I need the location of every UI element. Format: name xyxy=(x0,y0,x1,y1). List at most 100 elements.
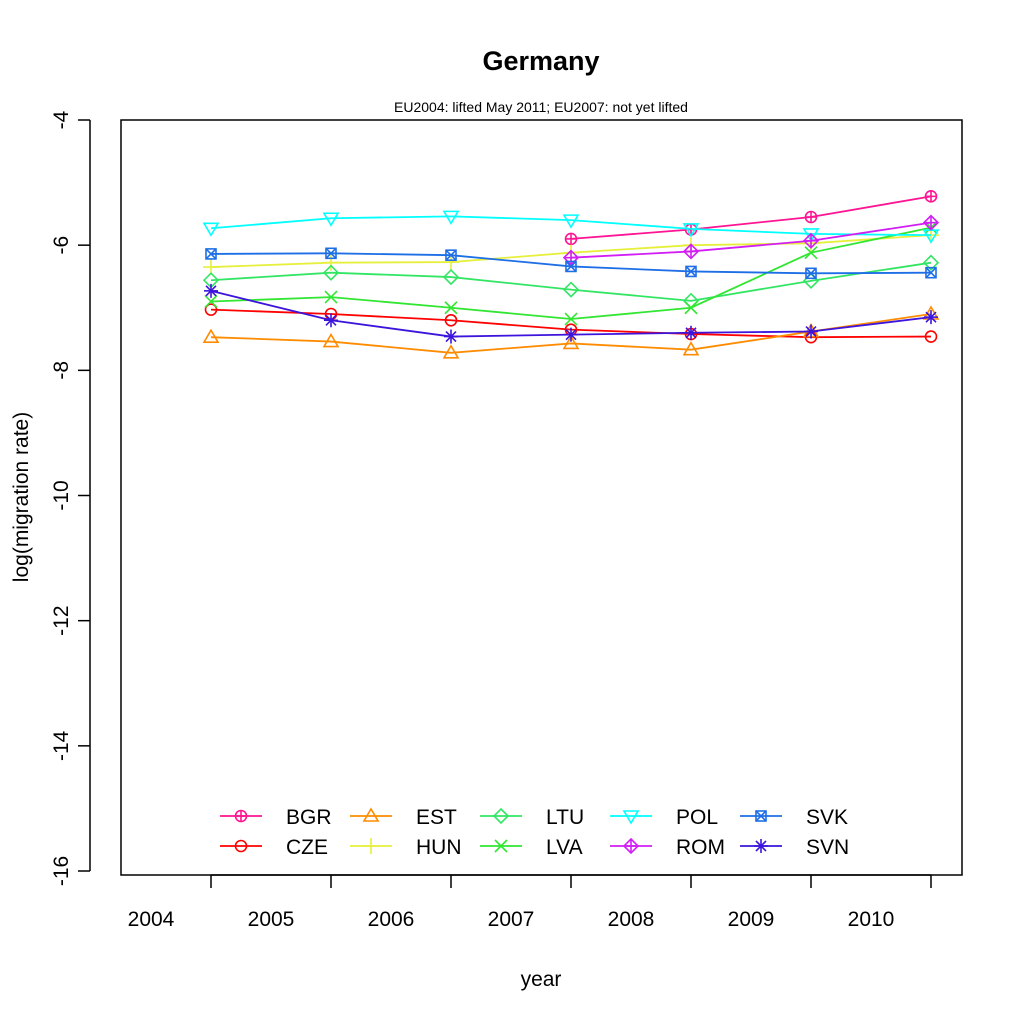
y-axis: -16 -14 -12 -10 -8 -6 -4 xyxy=(50,110,91,886)
data-point-svk xyxy=(205,248,217,260)
data-point-pol xyxy=(322,212,340,227)
data-point-rom xyxy=(922,214,940,231)
data-point-svn xyxy=(804,324,818,339)
x-tick-label: 2010 xyxy=(848,908,895,931)
data-point-svk xyxy=(685,265,697,278)
legend-marker-bgr xyxy=(234,809,248,823)
legend-label: BGR xyxy=(286,806,332,829)
y-tick-label: -8 xyxy=(50,361,73,380)
x-tick-label: 2004 xyxy=(128,908,175,931)
legend-item-rom: ROM xyxy=(610,836,725,859)
data-point-est xyxy=(562,334,580,350)
data-point-cze xyxy=(204,303,218,316)
series-svk xyxy=(205,247,937,280)
data-point-lva xyxy=(564,312,578,326)
chart-subtitle: EU2004: lifted May 2011; EU2007: not yet… xyxy=(394,99,688,115)
data-point-svk xyxy=(805,267,817,280)
series-layer xyxy=(202,190,940,359)
data-point-lva xyxy=(804,246,818,260)
data-point-bgr xyxy=(804,210,818,224)
data-point-pol xyxy=(562,214,580,229)
legend-label: CZE xyxy=(286,836,328,859)
legend-label: HUN xyxy=(416,836,462,859)
data-point-pol xyxy=(682,223,700,238)
data-point-pol xyxy=(202,222,220,237)
legend-label: POL xyxy=(676,806,718,829)
data-point-ltu xyxy=(922,254,940,271)
x-axis-label: year xyxy=(521,968,562,991)
legend-label: LTU xyxy=(546,806,584,829)
data-point-svn xyxy=(684,325,698,340)
legend-marker-lva xyxy=(494,839,508,853)
x-tick-label: 2006 xyxy=(368,908,415,931)
x-tick-label: 2008 xyxy=(608,908,655,931)
data-point-svn xyxy=(924,310,938,325)
data-point-est xyxy=(442,344,460,359)
data-point-bgr xyxy=(564,232,578,246)
data-point-pol xyxy=(442,210,460,225)
data-point-ltu xyxy=(322,264,340,281)
data-point-lva xyxy=(204,294,218,309)
data-point-svn xyxy=(324,313,338,328)
legend-marker-est xyxy=(362,807,380,822)
y-tick-label: -4 xyxy=(50,110,73,129)
data-point-rom xyxy=(682,243,700,260)
legend-marker-svk xyxy=(755,810,767,822)
data-point-svk xyxy=(925,266,937,279)
data-point-ltu xyxy=(562,281,580,298)
legend-marker-cze xyxy=(234,839,248,853)
data-point-rom xyxy=(802,232,820,249)
data-point-est xyxy=(682,341,700,356)
x-tick-label: 2009 xyxy=(728,908,775,931)
series-line-ltu xyxy=(210,261,932,302)
legend-marker-pol xyxy=(622,810,640,825)
y-axis-label: log(migration rate) xyxy=(10,412,33,582)
data-point-svk xyxy=(325,247,337,260)
legend: BGR CZE EST HUN LTU LVA POL ROM SVK SVN xyxy=(220,806,849,859)
chart-title: Germany xyxy=(482,46,599,76)
series-bgr xyxy=(564,190,938,246)
legend-item-bgr: BGR xyxy=(220,806,332,829)
legend-item-svk: SVK xyxy=(740,806,848,829)
data-point-lva xyxy=(684,301,698,315)
data-point-est xyxy=(322,332,340,348)
legend-label: SVN xyxy=(806,836,849,859)
data-point-svk xyxy=(565,260,577,273)
data-point-cze xyxy=(924,330,938,343)
legend-item-lva: LVA xyxy=(480,836,583,859)
data-point-cze xyxy=(444,313,458,327)
data-point-lva xyxy=(444,301,458,315)
series-svn xyxy=(204,283,938,344)
data-point-svk xyxy=(445,249,457,261)
data-point-bgr xyxy=(924,190,938,203)
legend-marker-ltu xyxy=(492,807,510,825)
legend-item-svn: SVN xyxy=(740,836,849,859)
legend-label: ROM xyxy=(676,836,725,859)
data-point-hun xyxy=(443,254,459,271)
y-tick-label: -10 xyxy=(50,480,73,510)
x-axis: 2004 2005 2006 2007 2008 2009 2010 xyxy=(128,874,932,931)
plot-frame xyxy=(120,119,963,876)
legend-item-ltu: LTU xyxy=(480,806,584,829)
legend-label: LVA xyxy=(546,836,583,859)
legend-item-hun: HUN xyxy=(350,836,462,859)
y-tick-label: -14 xyxy=(50,730,73,761)
data-point-hun xyxy=(323,254,339,271)
legend-item-cze: CZE xyxy=(220,836,328,859)
data-point-pol xyxy=(802,228,820,243)
y-tick-label: -16 xyxy=(50,856,73,886)
x-tick-label: 2007 xyxy=(488,908,535,931)
legend-marker-rom xyxy=(622,837,640,855)
data-point-svn xyxy=(564,327,578,342)
y-tick-label: -6 xyxy=(50,236,73,255)
series-rom xyxy=(562,214,940,266)
y-tick-label: -12 xyxy=(50,605,73,635)
data-point-rom xyxy=(562,249,580,266)
legend-item-est: EST xyxy=(350,806,457,829)
legend-marker-hun xyxy=(363,838,379,854)
data-point-svn xyxy=(444,329,458,344)
legend-marker-svn xyxy=(754,839,768,853)
data-point-lva xyxy=(324,290,338,304)
legend-label: EST xyxy=(416,806,457,829)
